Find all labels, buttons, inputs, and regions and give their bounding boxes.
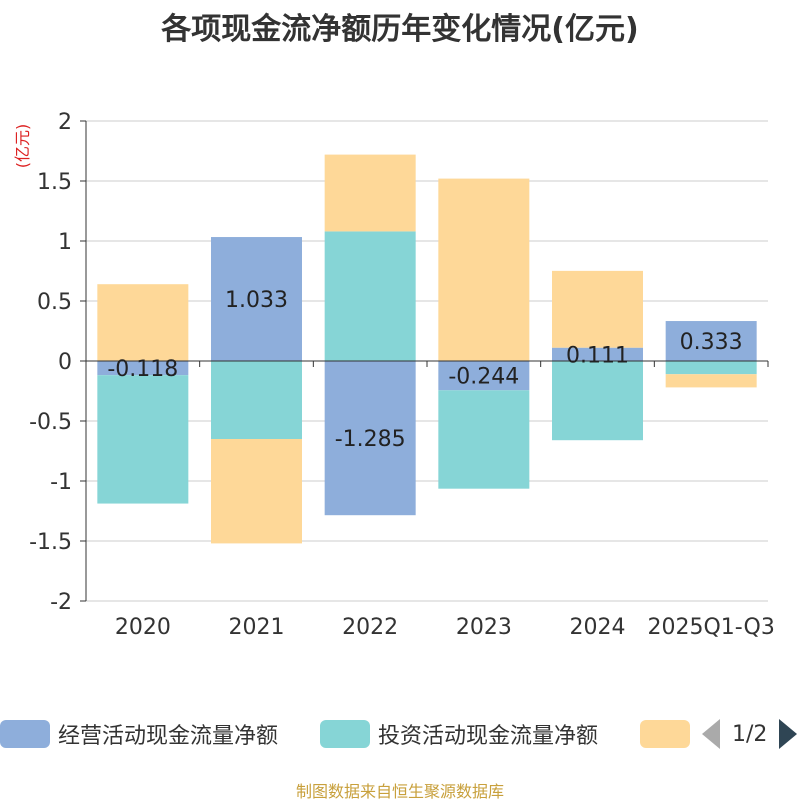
pager-page-indicator: 1/2 (732, 721, 768, 747)
y-tick-label: 0.5 (37, 290, 72, 315)
chart-title: 各项现金流净额历年变化情况(亿元) (161, 12, 639, 47)
x-tick-label: 2020 (115, 615, 171, 640)
bar-series1[interactable] (324, 361, 416, 516)
bar-series1[interactable] (552, 347, 643, 361)
x-tick-label: 2021 (229, 615, 285, 640)
bar-series1[interactable] (665, 321, 757, 361)
legend: 经营活动现金流量净额 投资活动现金流量净额 1/2 (0, 716, 800, 752)
bar-series2[interactable] (211, 361, 302, 439)
bar-series3[interactable] (97, 284, 189, 361)
bar-series2[interactable] (665, 361, 757, 375)
legend-swatch-financing (640, 720, 690, 748)
data-label: 0.111 (566, 343, 629, 368)
data-label: -1.285 (335, 427, 406, 452)
bar-series3[interactable] (438, 178, 530, 361)
bar-series3[interactable] (324, 154, 416, 232)
bar-series2[interactable] (97, 375, 189, 504)
legend-label-investing: 投资活动现金流量净额 (378, 724, 599, 749)
pager-next-icon[interactable] (779, 719, 798, 749)
y-tick-label: -1.5 (29, 530, 72, 555)
data-label: 0.333 (680, 330, 743, 355)
y-tick-label: -1 (50, 470, 72, 495)
source-note: 制图数据来自恒生聚源数据库 (295, 782, 504, 801)
bar-series3[interactable] (665, 374, 757, 388)
x-tick-label: 2023 (456, 615, 512, 640)
legend-swatch-investing (320, 720, 370, 748)
legend-pager: 1/2 (702, 716, 798, 752)
y-axis-label: (亿元) (13, 124, 32, 169)
chart-area: 2 1.5 1 0.5 0 -0.5 -1 -1.5 -2 (亿元) 2020 2021 2022 202… (13, 110, 775, 640)
y-tick-label: 0 (58, 350, 72, 375)
legend-label-operating: 经营活动现金流量净额 (58, 724, 279, 749)
x-tick-label: 2022 (342, 615, 398, 640)
data-label: 1.033 (225, 288, 288, 313)
legend-item-financing[interactable] (640, 716, 690, 752)
bar-series2[interactable] (438, 390, 530, 489)
legend-item-investing[interactable]: 投资活动现金流量净额 (320, 716, 598, 752)
bar-series1[interactable] (97, 361, 189, 376)
y-tick-label: -0.5 (29, 410, 72, 435)
y-tick-label: 1.5 (37, 170, 72, 195)
bar-series1[interactable] (438, 361, 530, 391)
bar-series2[interactable] (324, 231, 416, 361)
legend-swatch-operating (0, 720, 50, 748)
x-tick-label: 2025Q1-Q3 (647, 615, 774, 640)
bar-series3[interactable] (211, 439, 302, 544)
bar-series1[interactable] (211, 237, 302, 361)
y-tick-label: -2 (50, 590, 72, 615)
pager-prev-icon[interactable] (702, 719, 720, 749)
data-label: -0.244 (448, 365, 519, 390)
y-tick-label: 1 (58, 230, 72, 255)
bar-series2[interactable] (552, 361, 643, 441)
data-label: -0.118 (107, 357, 178, 382)
bar-series3[interactable] (552, 270, 643, 348)
y-tick-label: 2 (58, 110, 72, 135)
x-tick-label: 2024 (570, 615, 626, 640)
legend-item-operating[interactable]: 经营活动现金流量净额 (0, 716, 278, 752)
